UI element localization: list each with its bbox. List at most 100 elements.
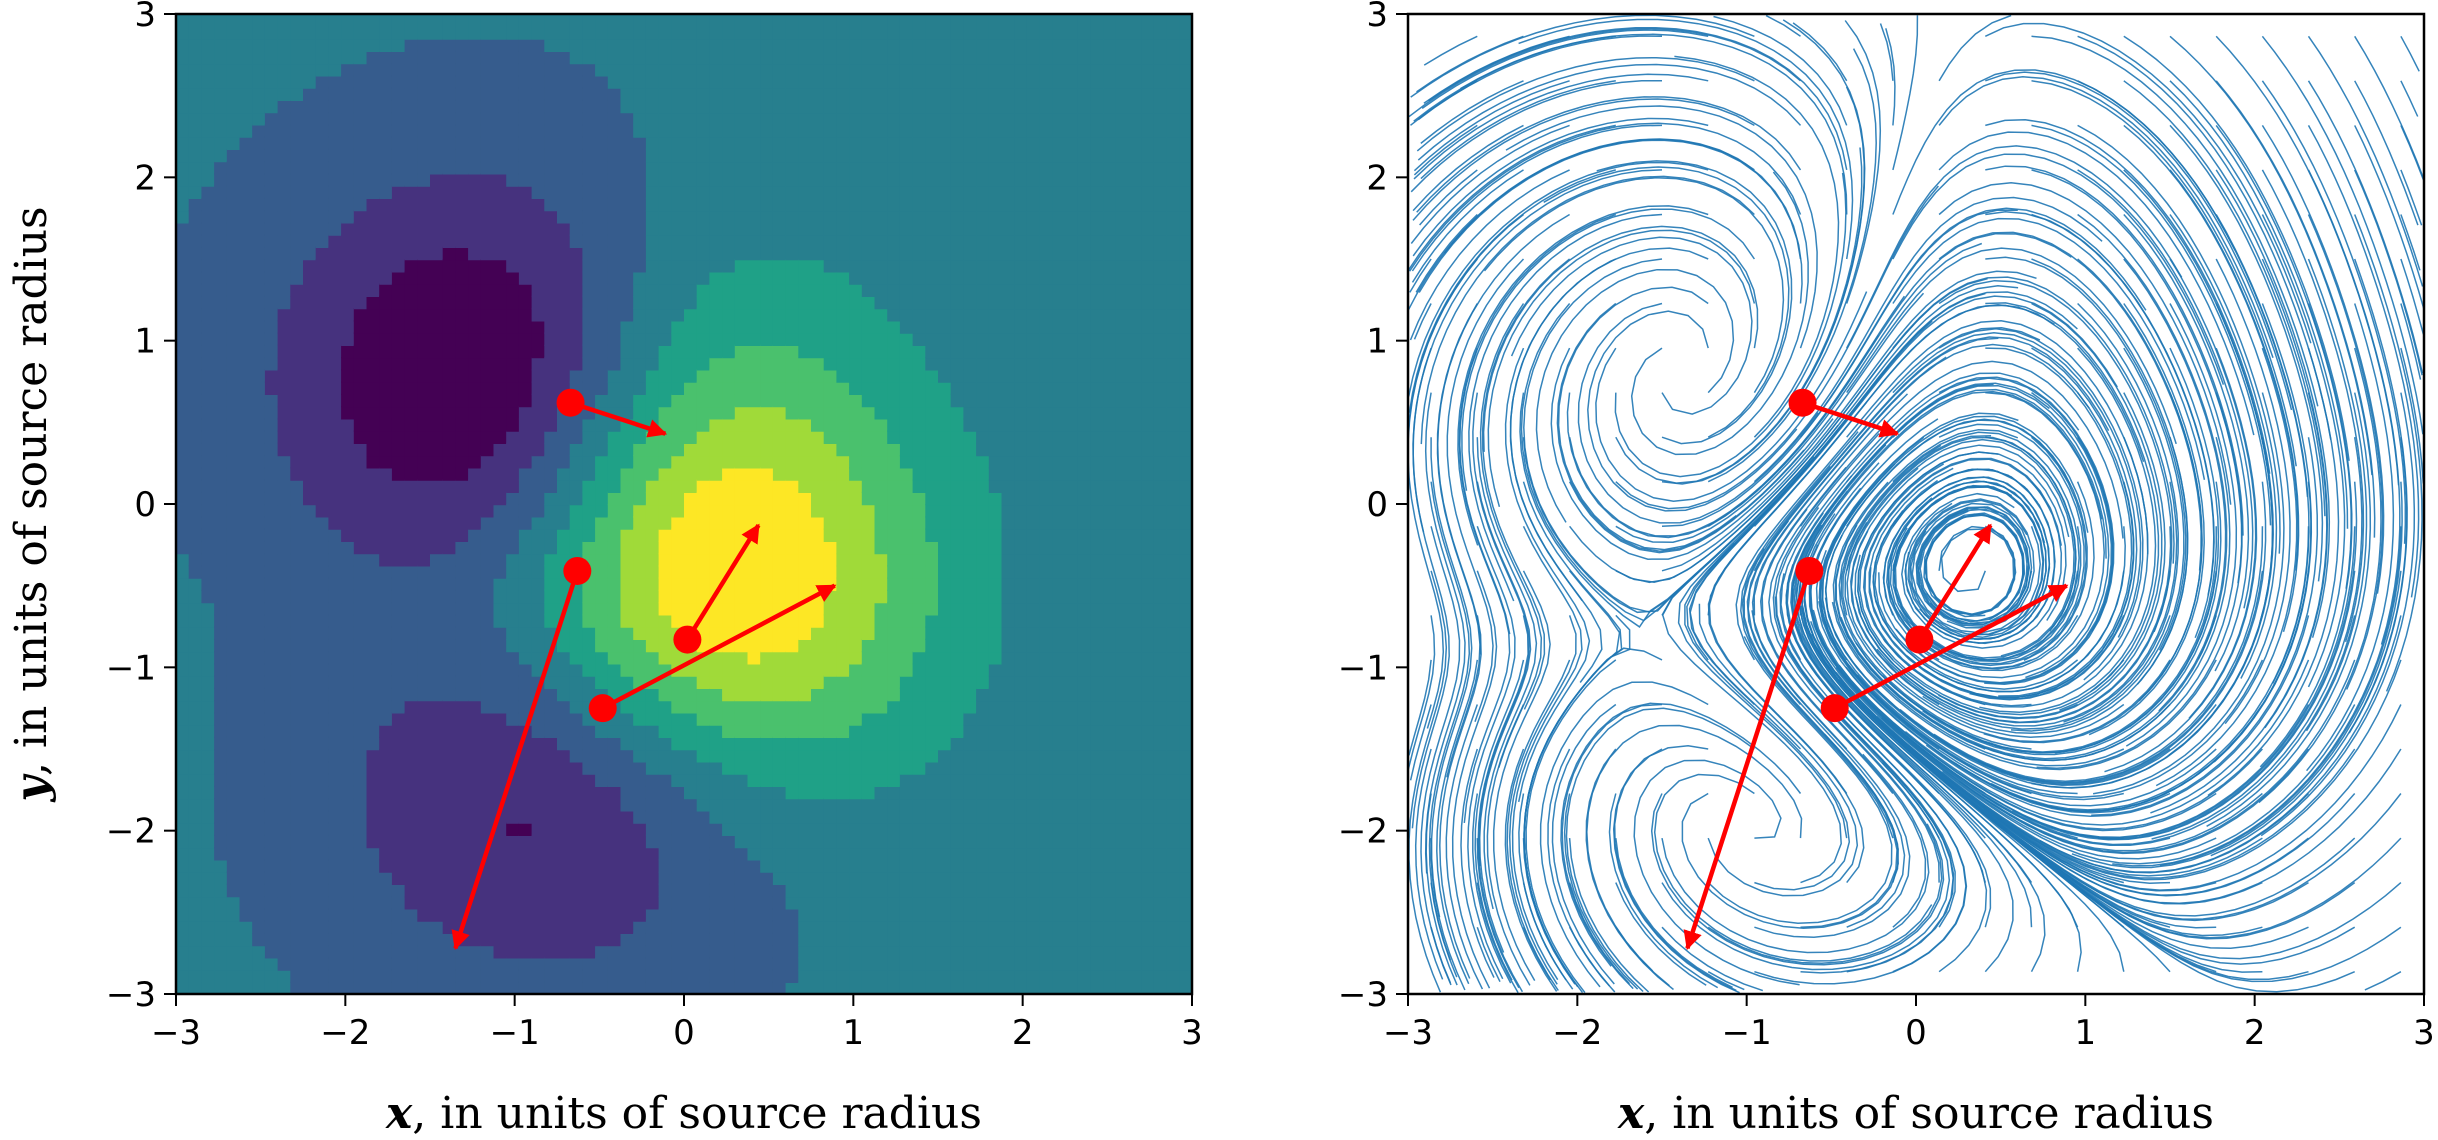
contour-cell xyxy=(696,148,711,163)
contour-cell xyxy=(811,381,825,395)
contour-cell xyxy=(785,834,800,849)
contour-cell xyxy=(633,185,647,199)
contour-cell xyxy=(938,540,952,555)
contour-cell xyxy=(468,638,482,653)
contour-cell xyxy=(938,516,952,530)
contour-cell xyxy=(709,969,723,983)
contour-cell xyxy=(480,63,495,77)
contour-cell xyxy=(671,883,685,898)
contour-cell xyxy=(633,822,647,836)
contour-cell xyxy=(353,112,368,126)
contour-cell xyxy=(874,871,888,885)
contour-cell xyxy=(912,798,927,812)
contour-cell xyxy=(722,406,736,420)
contour-cell xyxy=(582,246,596,261)
contour-cell xyxy=(861,798,876,812)
contour-cell xyxy=(252,479,266,493)
contour-cell xyxy=(912,540,927,555)
contour-cell xyxy=(353,651,368,665)
contour-cell xyxy=(899,124,914,138)
contour-cell xyxy=(925,332,939,346)
contour-cell xyxy=(658,344,673,359)
contour-cell xyxy=(252,528,266,542)
contour-cell xyxy=(709,197,723,212)
contour-cell xyxy=(239,112,253,126)
contour-cell xyxy=(252,320,266,334)
contour-cell xyxy=(518,553,533,567)
contour-cell xyxy=(823,920,838,934)
contour-cell xyxy=(836,185,850,199)
contour-cell xyxy=(582,210,596,224)
contour-cell xyxy=(214,246,228,261)
contour-cell xyxy=(925,197,939,212)
contour-cell xyxy=(315,320,330,334)
contour-cell xyxy=(772,344,787,359)
contour-cell xyxy=(811,161,825,175)
contour-cell xyxy=(531,112,546,126)
contour-cell xyxy=(518,271,533,285)
contour-cell xyxy=(404,246,419,261)
contour-cell xyxy=(772,99,787,114)
contour-cell xyxy=(303,932,317,947)
contour-cell xyxy=(315,969,330,983)
contour-cell xyxy=(772,63,787,77)
contour-cell xyxy=(468,173,482,187)
contour-cell xyxy=(798,761,812,775)
contour-cell xyxy=(798,124,812,138)
contour-cell xyxy=(353,981,368,994)
contour-cell xyxy=(938,920,952,934)
contour-cell xyxy=(696,981,711,994)
contour-cell xyxy=(709,749,723,763)
contour-cell xyxy=(176,455,190,469)
contour-cell xyxy=(836,491,850,506)
contour-cell xyxy=(277,724,292,738)
contour-cell xyxy=(684,14,698,28)
contour-cell xyxy=(188,14,203,28)
contour-cell xyxy=(430,50,444,65)
contour-cell xyxy=(658,112,673,126)
contour-cell xyxy=(950,210,965,224)
contour-cell xyxy=(658,553,673,567)
contour-cell xyxy=(645,651,660,665)
contour-cell xyxy=(290,406,304,420)
contour-cell xyxy=(849,981,863,994)
contour-cell xyxy=(582,896,596,910)
contour-cell xyxy=(734,75,749,89)
contour-cell xyxy=(201,185,215,199)
contour-cell xyxy=(887,700,901,714)
contour-cell xyxy=(722,761,736,775)
contour-cell xyxy=(442,271,457,285)
contour-cell xyxy=(785,822,800,836)
contour-cell xyxy=(696,246,711,261)
contour-cell xyxy=(671,724,685,738)
contour-cell xyxy=(938,761,952,775)
contour-cell xyxy=(747,283,761,297)
contour-cell xyxy=(950,516,965,530)
contour-cell xyxy=(544,675,558,689)
contour-cell xyxy=(595,259,609,273)
contour-cell xyxy=(582,75,596,89)
contour-cell xyxy=(353,197,368,212)
contour-cell xyxy=(785,124,800,138)
contour-cell xyxy=(722,883,736,898)
contour-cell xyxy=(544,455,558,469)
contour-cell xyxy=(849,712,863,726)
contour-cell xyxy=(861,161,876,175)
contour-cell xyxy=(925,663,939,677)
contour-cell xyxy=(772,883,787,898)
contour-cell xyxy=(849,246,863,261)
contour-cell xyxy=(214,638,228,653)
contour-cell xyxy=(912,467,927,481)
contour-cell xyxy=(404,749,419,763)
contour-cell xyxy=(557,455,571,469)
contour-cell xyxy=(607,859,622,873)
contour-cell xyxy=(366,38,380,52)
contour-cell xyxy=(531,369,546,383)
contour-cell xyxy=(569,700,584,714)
contour-cell xyxy=(455,430,469,444)
contour-cell xyxy=(176,908,190,922)
contour-cell xyxy=(760,773,774,787)
contour-cell xyxy=(620,638,634,653)
contour-cell xyxy=(277,540,292,555)
contour-cell xyxy=(938,246,952,261)
